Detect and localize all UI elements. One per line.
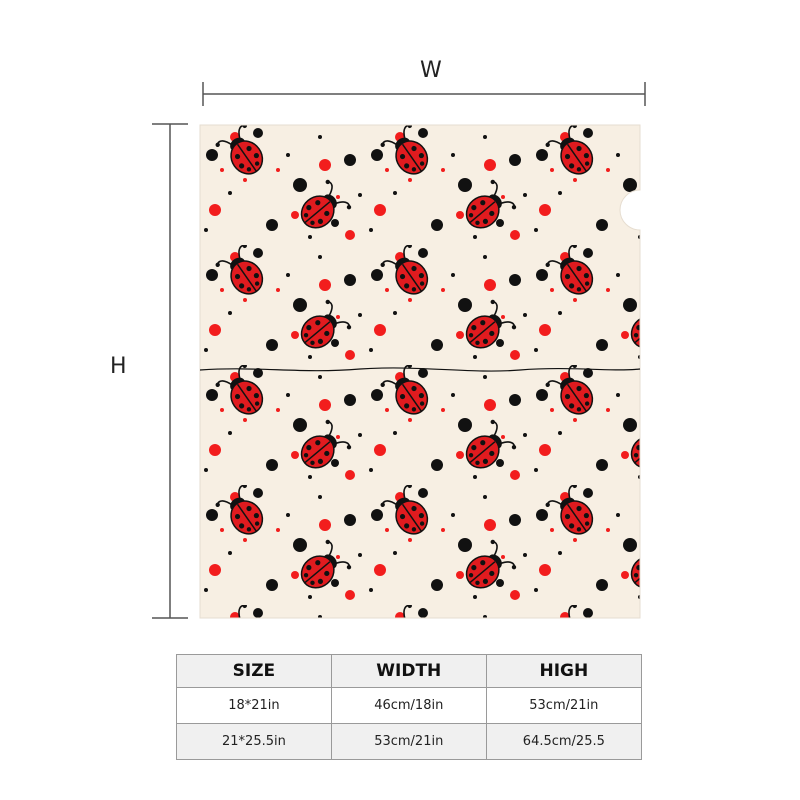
- fabric-seam: [199, 367, 641, 372]
- cell-size: 18*21in: [176, 687, 332, 724]
- cell-width: 53cm/21in: [330, 723, 487, 760]
- mailbox-cover-fabric: [199, 124, 641, 619]
- cell-size: 21*25.5in: [176, 723, 332, 760]
- size-chart-table: SIZE WIDTH HIGH 18*21in 46cm/18in 53cm/2…: [176, 654, 643, 760]
- height-label: H: [110, 354, 127, 379]
- width-label: W: [420, 58, 442, 83]
- cell-high: 64.5cm/25.5: [485, 723, 643, 760]
- width-dimension: [202, 82, 646, 106]
- table-header-row: SIZE WIDTH HIGH: [176, 654, 643, 688]
- header-high: HIGH: [485, 654, 643, 688]
- height-dimension: [152, 123, 188, 619]
- table-row: 18*21in 46cm/18in 53cm/21in: [176, 687, 643, 724]
- cell-high: 53cm/21in: [485, 687, 643, 724]
- header-width: WIDTH: [330, 654, 487, 688]
- cell-width: 46cm/18in: [330, 687, 487, 724]
- table-row: 21*25.5in 53cm/21in 64.5cm/25.5: [176, 723, 643, 760]
- product-dimension-diagram: [152, 82, 646, 619]
- header-size: SIZE: [176, 654, 332, 688]
